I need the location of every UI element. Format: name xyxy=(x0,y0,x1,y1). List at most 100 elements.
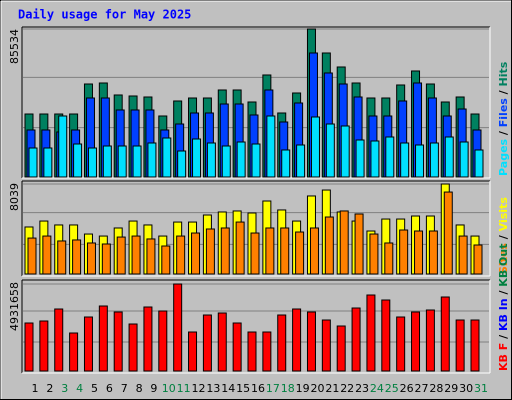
bar xyxy=(87,147,97,178)
x-tick-label: 6 xyxy=(106,382,113,395)
bar xyxy=(309,227,319,275)
bar xyxy=(428,230,438,275)
legend-entry: Hits xyxy=(497,61,510,86)
bar xyxy=(266,115,276,178)
x-tick-label: 9 xyxy=(150,382,157,395)
x-tick-label: 30 xyxy=(459,382,473,395)
y-tick-label: 4931658 xyxy=(8,282,21,331)
bar xyxy=(102,145,112,178)
bar xyxy=(411,311,421,372)
bar xyxy=(188,331,198,372)
legend-separator: / xyxy=(497,287,510,299)
x-tick-label: 31 xyxy=(474,382,488,395)
bar xyxy=(235,221,245,275)
bar xyxy=(147,142,157,178)
bar xyxy=(470,319,480,372)
bar xyxy=(414,230,424,275)
x-tick-label: 7 xyxy=(121,382,128,395)
bar xyxy=(86,242,96,275)
legend-separator: / xyxy=(497,231,510,243)
bar xyxy=(306,311,316,372)
bar xyxy=(173,283,183,372)
bar xyxy=(128,323,138,372)
bar xyxy=(295,231,305,275)
bar xyxy=(221,145,231,178)
bar xyxy=(277,314,287,372)
bar xyxy=(113,311,123,372)
bar xyxy=(191,232,201,275)
bar xyxy=(143,306,153,372)
legend-entry: Pages xyxy=(497,138,510,176)
bar xyxy=(24,322,34,372)
legend: Sites / Visits xyxy=(497,197,510,274)
bar xyxy=(205,228,215,275)
bar xyxy=(336,325,346,372)
bar xyxy=(473,244,483,275)
bar xyxy=(321,319,331,372)
bar xyxy=(117,145,127,178)
bar xyxy=(281,149,291,178)
x-tick-label: 13 xyxy=(206,382,220,395)
bar xyxy=(324,216,334,275)
x-tick-label: 23 xyxy=(355,382,369,395)
x-tick-label: 4 xyxy=(76,382,83,395)
bar xyxy=(280,227,290,275)
bar xyxy=(400,142,410,178)
legend-separator: / xyxy=(497,86,510,98)
bar xyxy=(381,299,391,372)
bar xyxy=(73,143,83,178)
x-tick-label: 24 xyxy=(370,382,384,395)
bar xyxy=(250,232,260,275)
legend-entry: KB F xyxy=(497,343,510,371)
bar xyxy=(444,136,454,178)
bar xyxy=(292,308,302,372)
bar xyxy=(116,236,126,275)
bar xyxy=(39,320,49,372)
bar xyxy=(220,227,230,275)
bar xyxy=(217,312,227,372)
x-tick-label: 22 xyxy=(340,382,354,395)
bar xyxy=(83,316,93,372)
bar xyxy=(162,137,172,178)
bar xyxy=(474,149,484,178)
x-tick-label: 16 xyxy=(251,382,265,395)
y-tick-label: 85534 xyxy=(8,29,21,64)
bar xyxy=(355,139,365,178)
bar xyxy=(370,140,380,178)
bar xyxy=(369,233,379,275)
bar xyxy=(101,243,111,275)
x-tick-label: 3 xyxy=(61,382,68,395)
x-tick-label: 19 xyxy=(296,382,310,395)
bar xyxy=(206,142,216,178)
legend-separator: / xyxy=(497,331,510,343)
x-tick-label: 28 xyxy=(429,382,443,395)
x-tick-label: 20 xyxy=(310,382,324,395)
bar xyxy=(131,235,141,275)
bar xyxy=(247,331,257,372)
x-tick-label: 11 xyxy=(177,382,191,395)
bar xyxy=(236,141,246,178)
bar xyxy=(354,213,364,275)
bar xyxy=(177,150,187,178)
chart-title: Daily usage for May 2025 xyxy=(18,8,191,22)
bar xyxy=(458,235,468,275)
x-tick-label: 15 xyxy=(236,382,250,395)
bar xyxy=(459,141,469,178)
bar xyxy=(28,147,38,178)
x-tick-label: 14 xyxy=(221,382,235,395)
x-tick-label: 10 xyxy=(162,382,176,395)
x-tick-label: 26 xyxy=(400,382,414,395)
bar xyxy=(192,138,202,178)
bar xyxy=(132,145,142,178)
bar xyxy=(251,143,261,178)
legend: Pages / Files / Hits xyxy=(497,61,510,176)
x-tick-label: 17 xyxy=(266,382,280,395)
bar xyxy=(262,331,272,372)
bar xyxy=(58,115,68,178)
bar xyxy=(72,239,82,275)
bar xyxy=(57,240,67,275)
bar xyxy=(265,227,275,275)
x-tick-label: 5 xyxy=(91,382,98,395)
bar xyxy=(385,136,395,178)
